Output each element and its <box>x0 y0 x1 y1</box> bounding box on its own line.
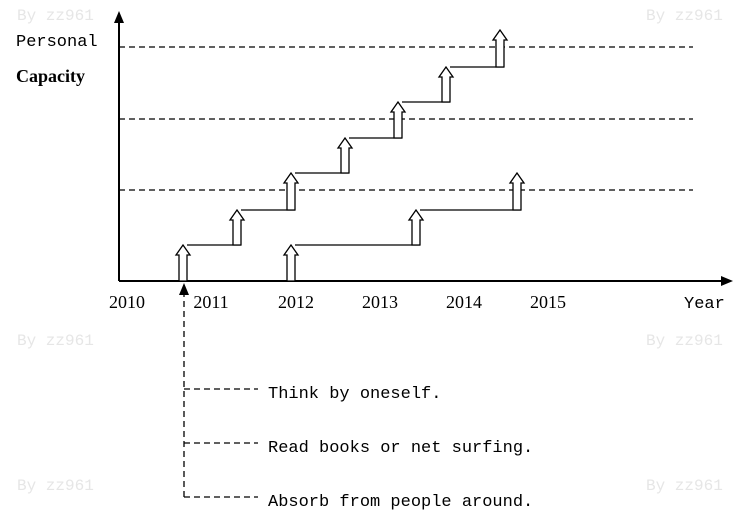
step-arrow <box>389 100 407 139</box>
year-label: 2014 <box>446 292 482 312</box>
step-arrow <box>336 136 354 174</box>
watermarks: By zz961 By zz961 By zz961 By zz961 By zz961… <box>17 7 723 495</box>
year-label: 2012 <box>278 292 314 312</box>
step-arrow <box>174 243 192 282</box>
watermark: By zz961 <box>17 332 94 350</box>
legend-item: Think by oneself. <box>268 385 441 404</box>
watermark: By zz961 <box>646 7 723 25</box>
year-labels: 2010 2011 2012 2013 2014 2015 <box>109 292 566 312</box>
y-label: Personal <box>16 33 98 52</box>
step-arrow <box>508 171 526 211</box>
watermark: By zz961 <box>646 477 723 495</box>
year-label: 2015 <box>530 292 566 312</box>
watermark: By zz961 <box>646 332 723 350</box>
step-arrow <box>228 208 246 246</box>
step-arrow <box>282 171 300 211</box>
growth-steps <box>174 28 526 282</box>
source-arrow <box>179 283 189 295</box>
y-label: Capacity <box>16 66 85 86</box>
watermark: By zz961 <box>17 477 94 495</box>
step-arrow <box>282 243 300 282</box>
y-axis-arrow <box>114 11 124 23</box>
year-label: 2011 <box>193 292 228 312</box>
year-label: 2010 <box>109 292 145 312</box>
legend-item: Absorb from people around. <box>268 493 533 512</box>
step-arrow <box>491 28 509 68</box>
year-label: 2013 <box>362 292 398 312</box>
legend-item: Read books or net surfing. <box>268 439 533 458</box>
watermark: By zz961 <box>17 7 94 25</box>
x-label: Year <box>684 295 725 314</box>
x-axis-arrow <box>721 276 733 286</box>
step-arrow <box>437 65 455 103</box>
step-arrow <box>407 208 425 246</box>
